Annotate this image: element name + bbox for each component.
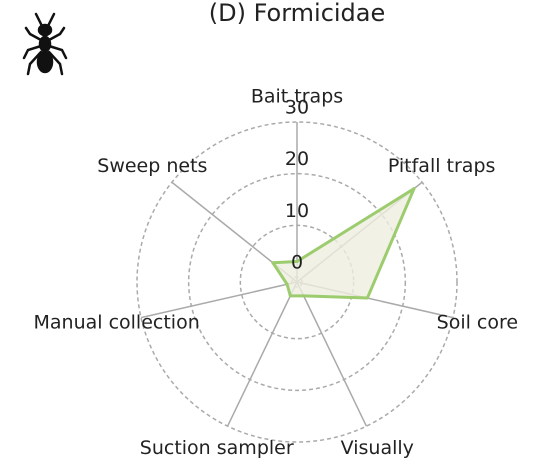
data-point [271, 261, 275, 265]
axis-label: Sweep nets [97, 155, 207, 177]
axis-line [140, 281, 298, 319]
axis-label: Manual collection [34, 312, 200, 334]
ant-icon [22, 12, 68, 76]
axis-line [226, 281, 298, 427]
grid-ring [136, 121, 458, 443]
data-point [412, 187, 416, 191]
data-point [295, 260, 299, 263]
axis-label: Suction sampler [140, 437, 294, 459]
data-point [288, 294, 292, 298]
data-point [365, 296, 369, 300]
data-area [271, 187, 416, 300]
tick-label: 20 [285, 148, 309, 170]
axis-label: Bait traps [251, 86, 343, 108]
data-point [302, 294, 306, 298]
axis-line [296, 281, 368, 427]
chart-title: (D) Formicidae [209, 0, 386, 27]
tick-label: 30 [285, 97, 309, 119]
data-point [285, 282, 289, 286]
axis-label: Visually [341, 437, 414, 459]
tick-label: 0 [291, 252, 303, 274]
grid-ring [187, 172, 407, 392]
tick-label: 10 [285, 200, 309, 222]
axis-label: Soil core [437, 312, 518, 334]
axis-label: Pitfall traps [388, 155, 496, 177]
